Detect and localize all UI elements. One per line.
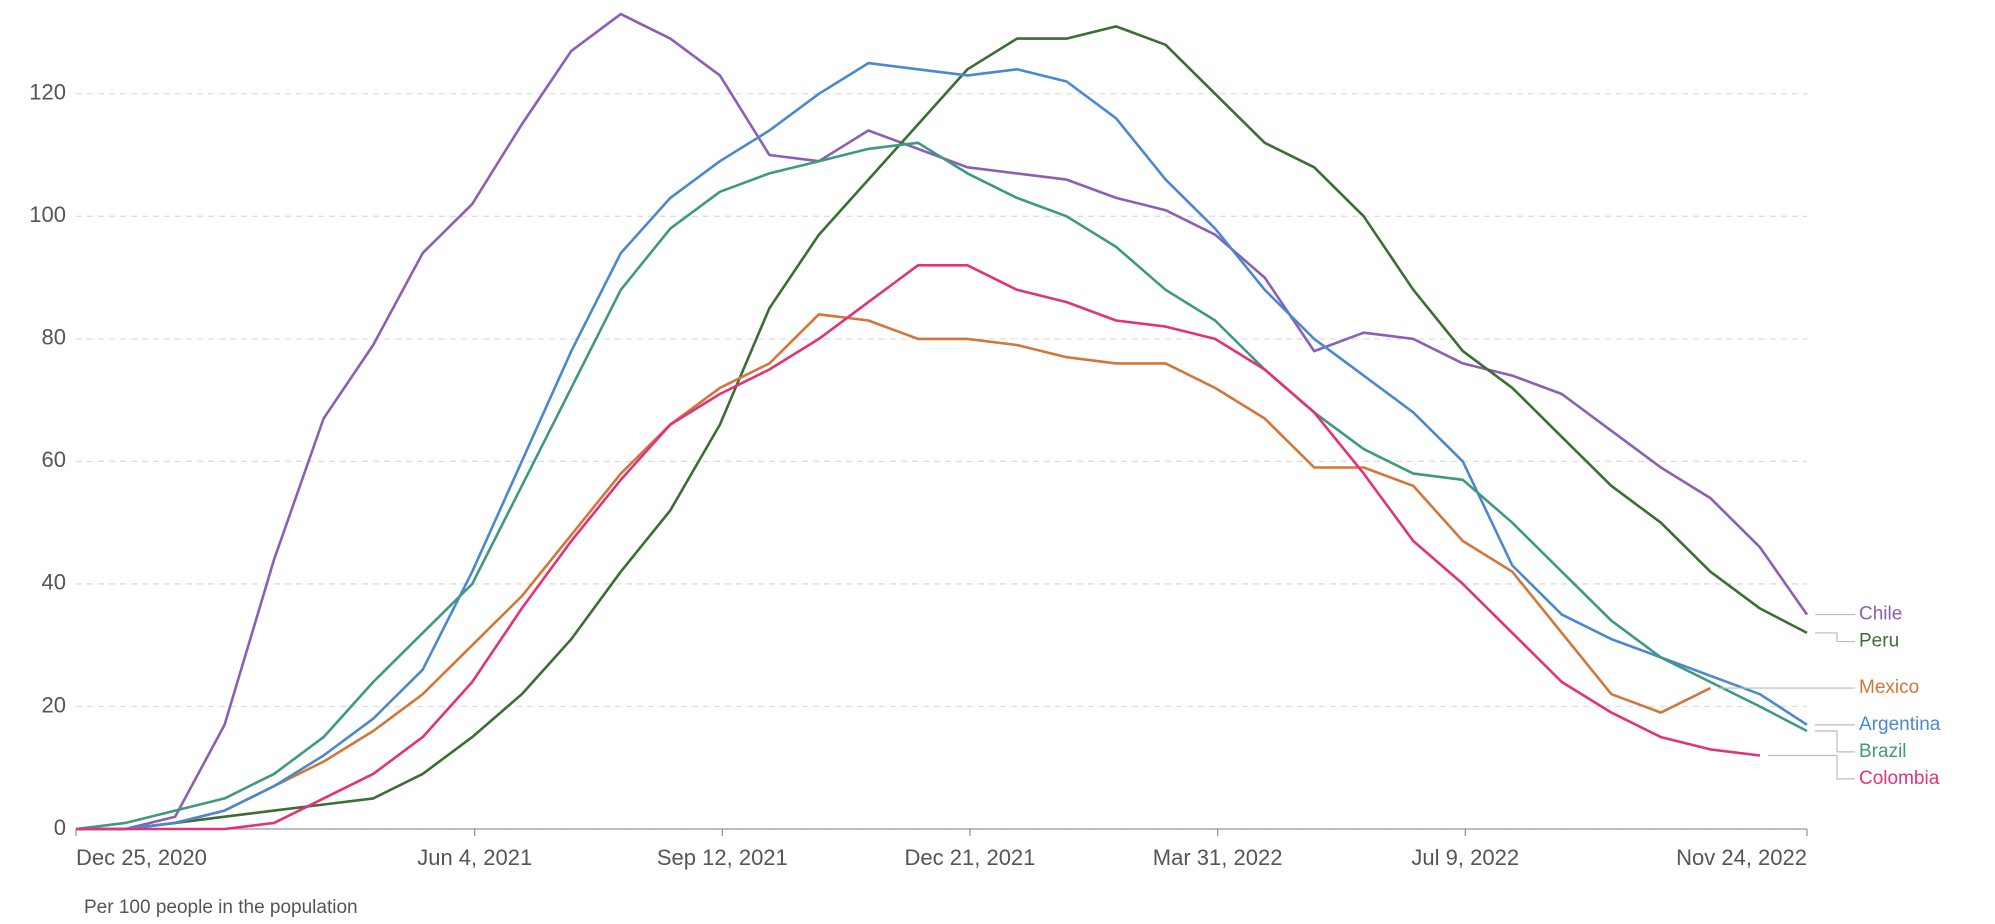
x-tick-label: Mar 31, 2022	[1153, 845, 1283, 870]
series-line	[76, 61, 1808, 831]
x-tick-label: Dec 25, 2020	[76, 845, 207, 870]
y-tick-label: 40	[42, 570, 66, 595]
y-tick-label: 80	[42, 325, 66, 350]
x-tick-label: Dec 21, 2021	[905, 845, 1036, 870]
legend-label: Mexico	[1859, 677, 1919, 698]
legend-label: Brazil	[1859, 741, 1907, 762]
series-line	[76, 313, 1711, 831]
legend-label: Peru	[1859, 631, 1899, 652]
x-tick-label: Jun 4, 2021	[417, 845, 532, 870]
y-tick-label: 120	[29, 80, 66, 105]
x-axis-label: Per 100 people in the population	[84, 897, 358, 918]
series-line	[76, 25, 1808, 831]
label-connector	[1815, 632, 1855, 643]
y-tick-label: 60	[42, 447, 66, 472]
label-connector	[1815, 730, 1855, 753]
x-tick-label: Jul 9, 2022	[1411, 845, 1519, 870]
x-tick-label: Nov 24, 2022	[1676, 845, 1807, 870]
y-tick-label: 0	[54, 815, 66, 840]
label-connector	[1767, 754, 1855, 780]
legend-label: Argentina	[1859, 714, 1941, 735]
x-tick-label: Sep 12, 2021	[657, 845, 788, 870]
series-line	[75, 141, 1808, 831]
legend-label: Chile	[1859, 604, 1902, 625]
legend-label: Colombia	[1859, 768, 1940, 789]
y-tick-label: 100	[29, 202, 66, 227]
y-tick-label: 20	[42, 692, 66, 717]
series-line	[76, 264, 1761, 831]
